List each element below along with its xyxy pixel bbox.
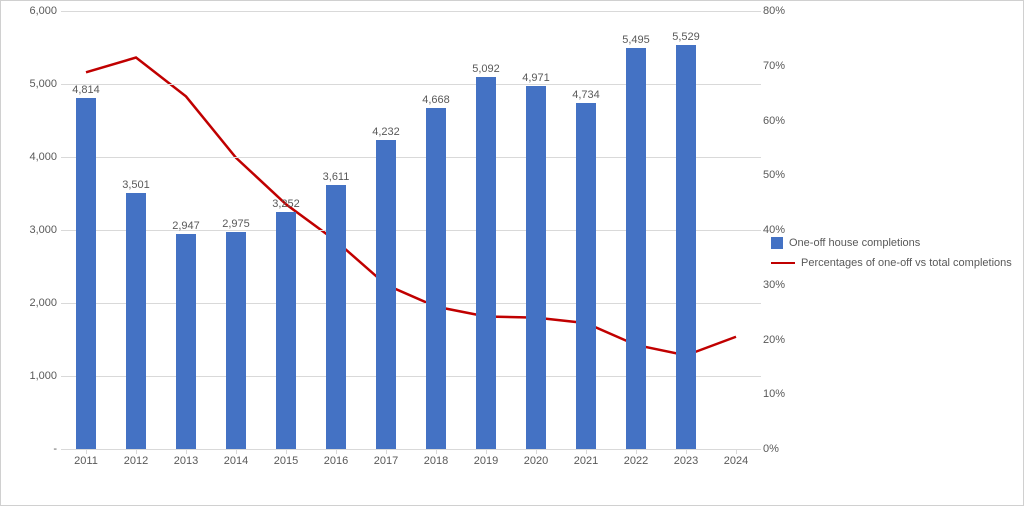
x-tick-label: 2020	[524, 455, 548, 467]
y-left-tick-label: 3,000	[9, 224, 57, 236]
plot-inner: -1,0002,0003,0004,0005,0006,0000%10%20%3…	[61, 11, 761, 449]
legend-item-line: Percentages of one-off vs total completi…	[771, 257, 1021, 269]
bar	[226, 232, 246, 449]
x-axis: 2011 2012 2013 2014 2015 2016 2017 2018 2019 2020…	[61, 451, 761, 471]
bar	[626, 48, 646, 449]
legend-line-label: Percentages of one-off vs total completi…	[801, 257, 1012, 269]
bar	[476, 77, 496, 449]
plot-area: -1,0002,0003,0004,0005,0006,0000%10%20%3…	[61, 11, 761, 471]
y-left-tick-label: 6,000	[9, 5, 57, 17]
x-tick-label: 2021	[574, 455, 598, 467]
gridline	[61, 376, 761, 377]
x-tick-label: 2019	[474, 455, 498, 467]
bar-value-label: 3,252	[272, 198, 300, 210]
bar-value-label: 5,495	[622, 34, 650, 46]
gridline	[61, 157, 761, 158]
bar-value-label: 4,814	[72, 84, 100, 96]
y-left-tick-label: 1,000	[9, 370, 57, 382]
bar	[326, 185, 346, 449]
bar	[676, 45, 696, 449]
legend-bar-label: One-off house completions	[789, 237, 920, 249]
bar	[376, 140, 396, 449]
bar-value-label: 4,232	[372, 126, 400, 138]
legend-item-bars: One-off house completions	[771, 237, 1021, 249]
x-tick-label: 2013	[174, 455, 198, 467]
bar-value-label: 4,668	[422, 94, 450, 106]
bar	[76, 98, 96, 449]
bar-value-label: 2,975	[222, 218, 250, 230]
bar-value-label: 3,611	[323, 171, 350, 183]
bar-value-label: 5,529	[672, 31, 700, 43]
bar-swatch-icon	[771, 237, 783, 249]
x-tick-label: 2015	[274, 455, 298, 467]
x-tick-label: 2022	[624, 455, 648, 467]
x-tick-label: 2024	[724, 455, 748, 467]
gridline	[61, 303, 761, 304]
bar-value-label: 3,501	[122, 179, 150, 191]
y-left-tick-label: 4,000	[9, 151, 57, 163]
gridline	[61, 84, 761, 85]
y-left-tick-label: 2,000	[9, 297, 57, 309]
bar	[126, 193, 146, 449]
x-tick-label: 2011	[74, 455, 98, 467]
bar-value-label: 5,092	[472, 63, 500, 75]
line-swatch-icon	[771, 262, 795, 264]
bar	[526, 86, 546, 449]
gridline	[61, 449, 761, 450]
bar-value-label: 2,947	[172, 220, 200, 232]
x-tick-label: 2017	[374, 455, 398, 467]
legend: One-off house completions Percentages of…	[771, 1, 1021, 505]
bar-value-label: 4,971	[522, 72, 550, 84]
bar	[276, 212, 296, 449]
x-tick-label: 2016	[324, 455, 348, 467]
bar-value-label: 4,734	[572, 89, 600, 101]
gridline	[61, 11, 761, 12]
combo-chart: -1,0002,0003,0004,0005,0006,0000%10%20%3…	[0, 0, 1024, 506]
y-left-tick-label: -	[9, 443, 57, 455]
x-tick-label: 2023	[674, 455, 698, 467]
bar	[176, 234, 196, 449]
bar	[426, 108, 446, 449]
bar	[576, 103, 596, 449]
x-tick-label: 2018	[424, 455, 448, 467]
gridline	[61, 230, 761, 231]
x-tick-label: 2014	[224, 455, 248, 467]
y-left-tick-label: 5,000	[9, 78, 57, 90]
x-tick-label: 2012	[124, 455, 148, 467]
